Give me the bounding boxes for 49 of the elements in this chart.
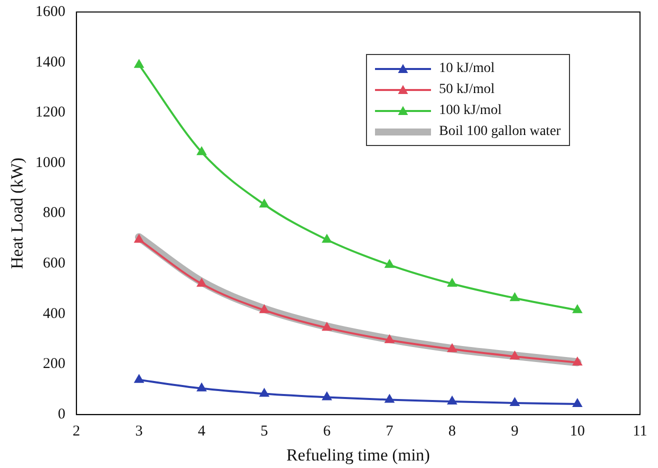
point: [197, 147, 206, 156]
point: [510, 351, 520, 360]
x-axis-title: Refueling time (min): [286, 445, 430, 464]
legend-label: Boil 100 gallon water: [439, 124, 561, 140]
x-tick-label: 6: [323, 424, 332, 440]
legend-label: 10 kJ/mol: [439, 60, 495, 76]
point: [197, 383, 206, 392]
point: [572, 399, 582, 408]
point: [448, 396, 457, 405]
point: [322, 392, 332, 400]
point: [322, 322, 332, 331]
legend-label: 50 kJ/mol: [439, 82, 495, 98]
point: [572, 358, 582, 366]
point: [385, 394, 394, 403]
point: [134, 374, 144, 383]
y-tick-label: 200: [42, 356, 66, 372]
point: [448, 278, 457, 287]
point: [197, 278, 206, 287]
y-tick-label: 0: [58, 406, 66, 423]
point: [134, 234, 144, 243]
x-tick-label: 2: [72, 424, 80, 440]
x-tick-label: 8: [448, 424, 456, 440]
y-tick-label: 1600: [35, 4, 66, 20]
legend-label: 100 kJ/mol: [439, 102, 502, 118]
x-tick-label: 10: [570, 424, 585, 440]
y-tick-label: 600: [42, 256, 66, 272]
point: [385, 335, 394, 344]
point: [260, 305, 269, 314]
point: [572, 305, 582, 314]
x-tick-label: 5: [260, 424, 268, 440]
y-tick-label: 1200: [35, 104, 66, 121]
x-tick-label: 4: [198, 424, 206, 440]
point: [510, 398, 520, 406]
y-tick-label: 400: [42, 306, 66, 322]
x-tick-label: 11: [632, 424, 648, 440]
point: [510, 293, 520, 302]
y-tick-label: 800: [42, 205, 66, 222]
point: [322, 234, 332, 243]
x-tick-label: 9: [511, 424, 519, 440]
point: [134, 60, 144, 68]
y-tick-label: 1400: [35, 54, 66, 70]
y-axis-title: Heat Load (kW): [8, 158, 27, 269]
point: [260, 199, 269, 208]
point: [385, 260, 394, 268]
x-tick-label: 7: [386, 424, 394, 440]
point: [260, 388, 269, 397]
point: [448, 344, 457, 352]
y-tick-label: 1000: [35, 154, 66, 171]
x-tick-label: 3: [135, 424, 143, 440]
